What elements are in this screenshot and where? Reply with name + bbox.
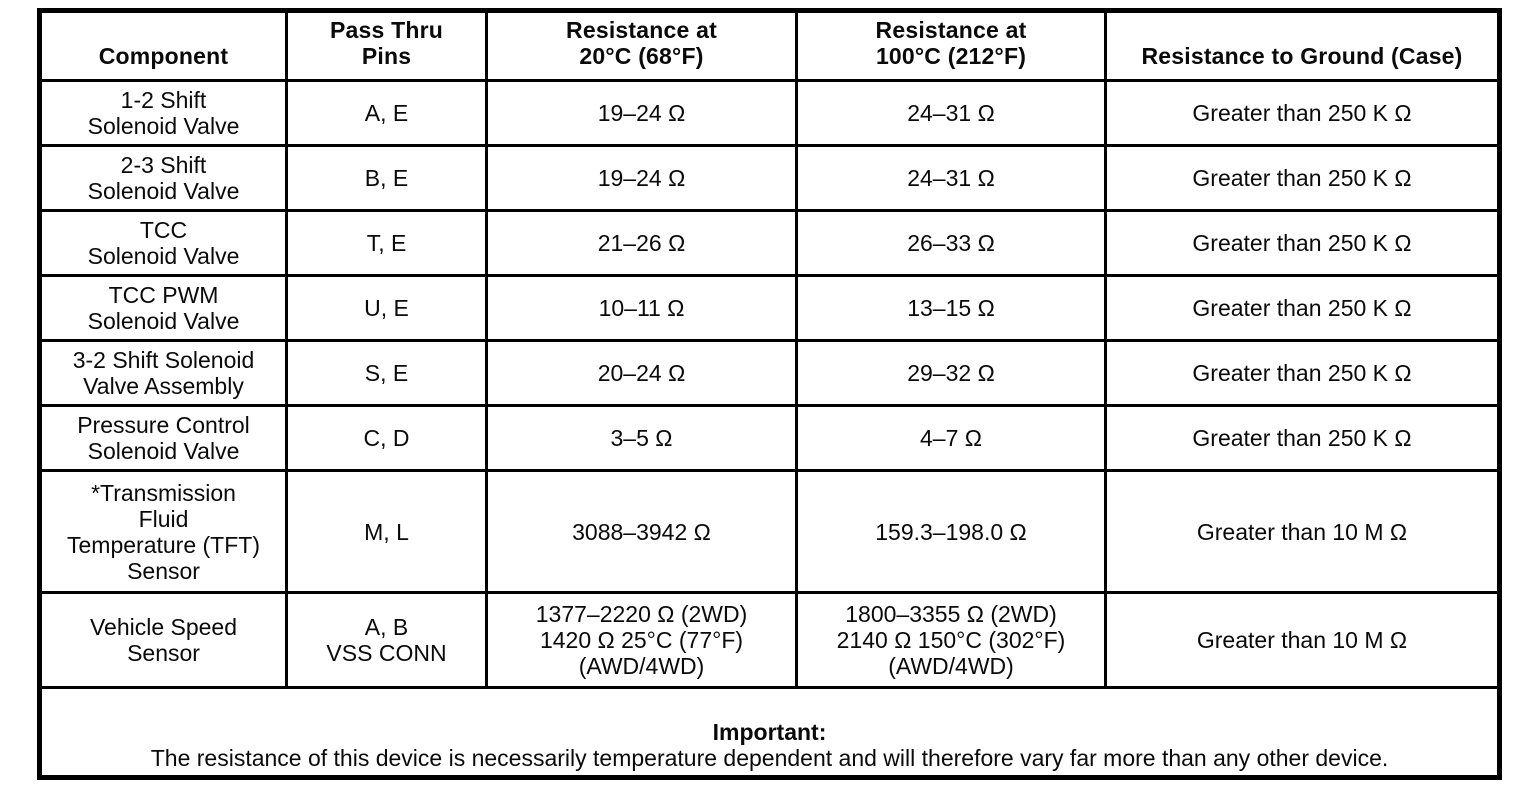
- header-cell-resistance-ground: Resistance to Ground (Case): [1104, 9, 1501, 82]
- component-cell: TCC PWM Solenoid Valve: [38, 274, 288, 342]
- component-cell: 3-2 Shift Solenoid Valve Assembly: [38, 339, 288, 407]
- resistance-100c-cell: 4–7 Ω: [795, 404, 1107, 472]
- pins-cell: C, D: [285, 404, 488, 472]
- resistance-100c-cell: 26–33 Ω: [795, 209, 1107, 277]
- resistance-ground-cell: Greater than 250 K Ω: [1104, 404, 1501, 472]
- resistance-100c-cell: 159.3–198.0 Ω: [795, 469, 1107, 594]
- component-cell: Pressure Control Solenoid Valve: [38, 404, 288, 472]
- pins-cell: A, E: [285, 79, 488, 147]
- solenoid-resistance-table: Component Pass Thru Pins Resistance at 2…: [37, 8, 1502, 780]
- resistance-20c-cell: 3–5 Ω: [485, 404, 798, 472]
- pins-cell: M, L: [285, 469, 488, 594]
- resistance-20c-cell: 19–24 Ω: [485, 79, 798, 147]
- resistance-20c-cell: 19–24 Ω: [485, 144, 798, 212]
- resistance-100c-cell: 24–31 Ω: [795, 144, 1107, 212]
- resistance-100c-cell: 13–15 Ω: [795, 274, 1107, 342]
- important-note: Important: The resistance of this device…: [38, 686, 1501, 779]
- resistance-100c-cell: 24–31 Ω: [795, 79, 1107, 147]
- table-row-tcc-solenoid: TCC Solenoid Valve T, E 21–26 Ω 26–33 Ω …: [38, 209, 1501, 277]
- header-cell-component: Component: [38, 9, 288, 82]
- table-row-2-3-shift-solenoid: 2-3 Shift Solenoid Valve B, E 19–24 Ω 24…: [38, 144, 1501, 212]
- resistance-ground-cell: Greater than 250 K Ω: [1104, 144, 1501, 212]
- resistance-ground-cell: Greater than 250 K Ω: [1104, 274, 1501, 342]
- component-cell: *Transmission Fluid Temperature (TFT) Se…: [38, 469, 288, 594]
- table-row-pressure-control-solenoid: Pressure Control Solenoid Valve C, D 3–5…: [38, 404, 1501, 472]
- header-cell-resistance-100c: Resistance at 100°C (212°F): [795, 9, 1107, 82]
- table-row-tft-sensor: *Transmission Fluid Temperature (TFT) Se…: [38, 469, 1501, 594]
- header-row: Component Pass Thru Pins Resistance at 2…: [38, 9, 1501, 82]
- resistance-20c-cell: 3088–3942 Ω: [485, 469, 798, 594]
- resistance-ground-cell: Greater than 250 K Ω: [1104, 339, 1501, 407]
- important-note-label: Important:: [712, 719, 827, 745]
- pins-cell: B, E: [285, 144, 488, 212]
- table-row-1-2-shift-solenoid: 1-2 Shift Solenoid Valve A, E 19–24 Ω 24…: [38, 79, 1501, 147]
- component-cell: 2-3 Shift Solenoid Valve: [38, 144, 288, 212]
- resistance-20c-cell: 20–24 Ω: [485, 339, 798, 407]
- table-row-3-2-shift-solenoid: 3-2 Shift Solenoid Valve Assembly S, E 2…: [38, 339, 1501, 407]
- table-row-tcc-pwm-solenoid: TCC PWM Solenoid Valve U, E 10–11 Ω 13–1…: [38, 274, 1501, 342]
- resistance-20c-cell: 1377–2220 Ω (2WD) 1420 Ω 25°C (77°F) (AW…: [485, 591, 798, 689]
- important-note-row: Important: The resistance of this device…: [38, 686, 1501, 779]
- header-cell-pass-thru-pins: Pass Thru Pins: [285, 9, 488, 82]
- component-cell: TCC Solenoid Valve: [38, 209, 288, 277]
- resistance-20c-cell: 10–11 Ω: [485, 274, 798, 342]
- component-cell: Vehicle Speed Sensor: [38, 591, 288, 689]
- resistance-100c-cell: 29–32 Ω: [795, 339, 1107, 407]
- pins-cell: U, E: [285, 274, 488, 342]
- important-note-text: The resistance of this device is necessa…: [150, 745, 1389, 771]
- resistance-20c-cell: 21–26 Ω: [485, 209, 798, 277]
- resistance-100c-cell: 1800–3355 Ω (2WD) 2140 Ω 150°C (302°F) (…: [795, 591, 1107, 689]
- header-cell-resistance-20c: Resistance at 20°C (68°F): [485, 9, 798, 82]
- pins-cell: S, E: [285, 339, 488, 407]
- resistance-ground-cell: Greater than 250 K Ω: [1104, 79, 1501, 147]
- resistance-ground-cell: Greater than 10 M Ω: [1104, 469, 1501, 594]
- component-cell: 1-2 Shift Solenoid Valve: [38, 79, 288, 147]
- resistance-ground-cell: Greater than 10 M Ω: [1104, 591, 1501, 689]
- resistance-ground-cell: Greater than 250 K Ω: [1104, 209, 1501, 277]
- table-row-vehicle-speed-sensor: Vehicle Speed Sensor A, B VSS CONN 1377–…: [38, 591, 1501, 689]
- pins-cell: A, B VSS CONN: [285, 591, 488, 689]
- pins-cell: T, E: [285, 209, 488, 277]
